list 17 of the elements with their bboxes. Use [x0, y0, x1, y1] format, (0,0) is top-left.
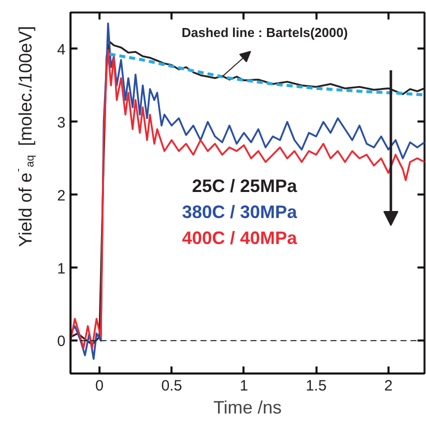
y-tick-label: 3 — [57, 114, 66, 132]
annotation: Dashed line : Bartels(2000) — [182, 24, 348, 40]
x-tick-label: 0 — [95, 378, 104, 394]
x-axis-title: Time /ns — [213, 398, 282, 418]
text: 380C / 30MPa — [182, 202, 298, 222]
y-tick-label: 4 — [57, 41, 66, 58]
y-tick-label: 0 — [57, 333, 66, 350]
x-tick-label: 1.5 — [306, 378, 327, 394]
x-tick-label: 2 — [384, 378, 393, 394]
x-tick-label: 1 — [240, 378, 248, 394]
line-series — [108, 52, 424, 96]
text: 400C / 40MPa — [182, 228, 298, 248]
y-tick-label: 1 — [57, 260, 66, 278]
text: 25C / 25MPa — [192, 176, 298, 196]
y-axis-title: Yield of e-aq [molec./100eV] — [12, 26, 36, 247]
x-tick-label: 0.5 — [161, 378, 182, 394]
y-tick-label: 2 — [57, 187, 66, 204]
